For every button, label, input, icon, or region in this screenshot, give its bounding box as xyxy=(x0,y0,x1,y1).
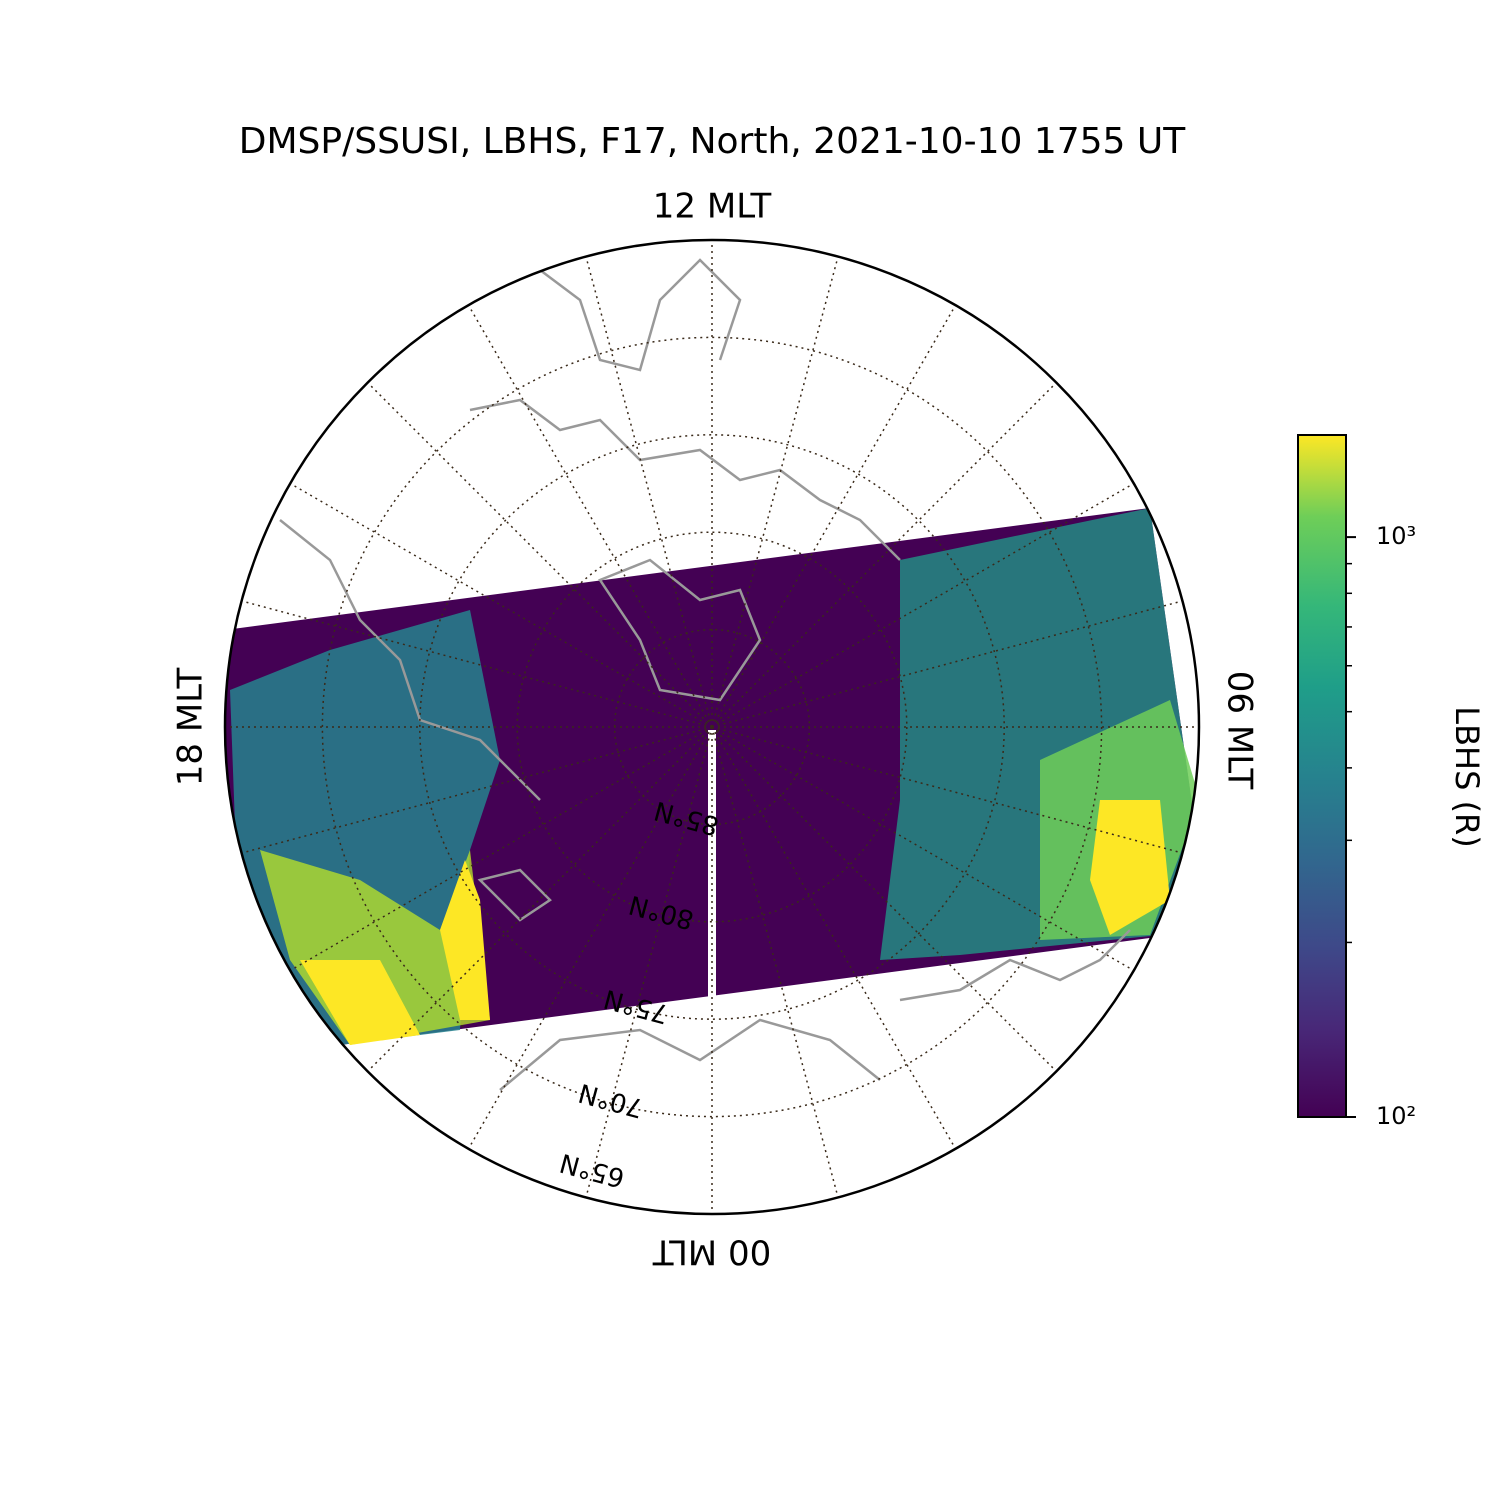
swath-left-peak xyxy=(300,960,420,1045)
mlt-label: 18 MLT xyxy=(171,668,211,787)
colorbar-axis: 10² 10³ xyxy=(1346,522,1416,1130)
coastline xyxy=(899,929,1131,1002)
swath-right-peak xyxy=(1090,800,1170,935)
latitude-label: 65°N xyxy=(557,1147,628,1193)
latitude-circle xyxy=(516,531,908,923)
mlt-label: 06 MLT xyxy=(1220,671,1260,790)
coastline xyxy=(539,258,742,372)
swath-left-arc xyxy=(440,860,490,1020)
coastlines xyxy=(279,258,1131,1091)
latitude-circle xyxy=(613,628,811,826)
coastline xyxy=(499,1018,881,1091)
latitude-label: 70°N xyxy=(575,1077,646,1123)
coastline xyxy=(469,398,901,561)
latitude-circle xyxy=(321,336,1103,1118)
colorbar xyxy=(1297,434,1347,1118)
colorbar-label: LBHS (R) xyxy=(1448,706,1486,848)
title: DMSP/SSUSI, LBHS, F17, North, 2021-10-10… xyxy=(239,121,1186,162)
coastline xyxy=(598,558,762,702)
coastline xyxy=(477,868,552,922)
map-boundary xyxy=(223,238,1201,1216)
mlt-label: 00 MLT xyxy=(653,1232,772,1272)
swath xyxy=(225,508,1199,1045)
mlt-label: 12 MLT xyxy=(653,187,772,227)
colorbar-tick-label: 10² xyxy=(1376,1102,1416,1130)
colorbar-tick-label: 10³ xyxy=(1376,522,1416,550)
coastline xyxy=(279,519,541,801)
swath-left-bright xyxy=(260,850,490,1045)
latitude-circle xyxy=(419,434,1005,1020)
